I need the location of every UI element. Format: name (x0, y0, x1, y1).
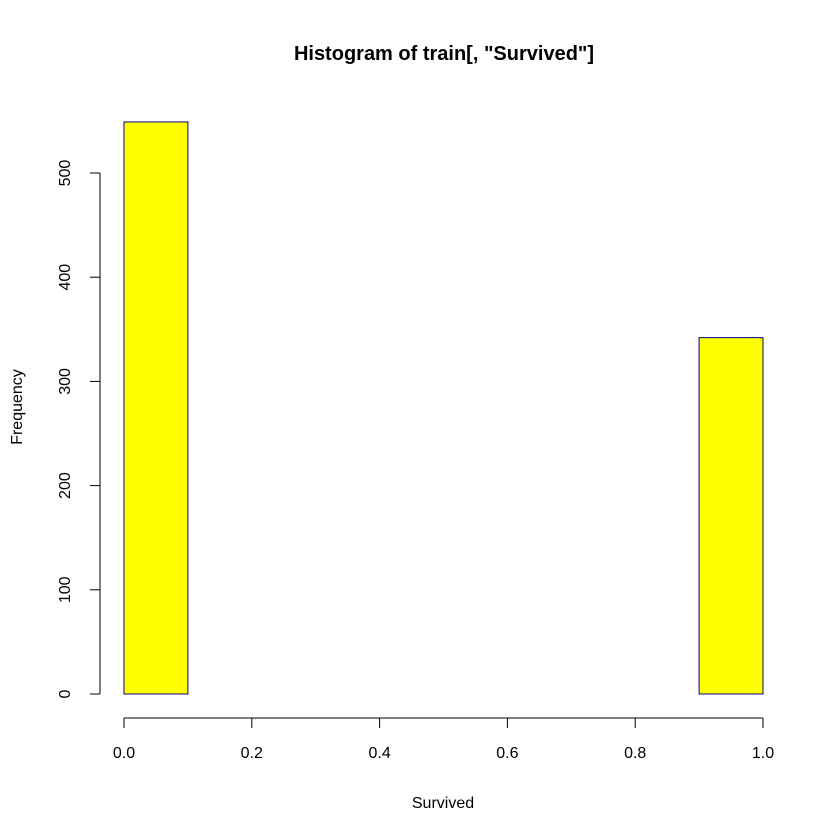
x-tick-label-5: 1.0 (752, 745, 774, 762)
y-tick-label-5: 500 (57, 160, 74, 187)
x-tick-label-1: 0.2 (241, 745, 263, 762)
y-axis-label: Frequency (9, 369, 26, 445)
histogram-bar-9 (698, 337, 764, 695)
x-tick-label-2: 0.4 (368, 745, 390, 762)
x-tick-label-4: 0.8 (624, 745, 646, 762)
x-tick-label-0: 0.0 (113, 745, 135, 762)
x-axis-ticks: 0.0 0.2 0.4 0.6 0.8 1.0 (113, 718, 774, 762)
x-axis-label: Survived (412, 795, 474, 812)
y-tick-label-4: 400 (57, 264, 74, 291)
x-tick-label-3: 0.6 (496, 745, 518, 762)
y-tick-label-1: 100 (57, 576, 74, 603)
y-axis-ticks: 0 100 200 300 400 500 (57, 160, 100, 698)
bars-group (123, 121, 764, 695)
chart-title: Histogram of train[, "Survived"] (294, 43, 594, 65)
y-tick-label-2: 200 (57, 472, 74, 499)
y-tick-label-3: 300 (57, 368, 74, 395)
histogram-bar-0 (123, 121, 189, 695)
y-tick-label-0: 0 (57, 689, 74, 698)
